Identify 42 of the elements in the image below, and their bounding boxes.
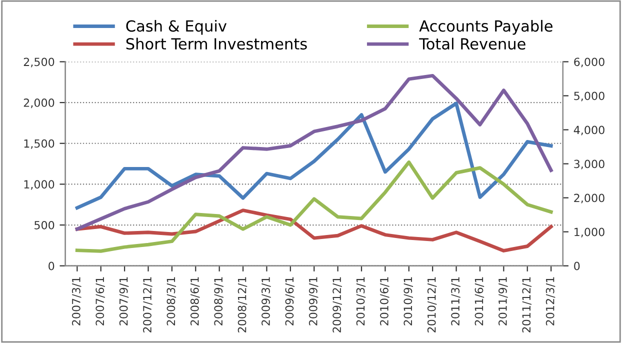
x-tick-label: 2010/6/1: [380, 277, 390, 326]
x-tick-label: 2008/3/1: [166, 277, 176, 326]
x-tick-label: 2010/12/1: [427, 277, 437, 332]
legend-label: Total Revenue: [419, 38, 526, 50]
x-tick-label: 2011/3/1: [451, 277, 460, 326]
x-tick-label: 2010/3/1: [356, 277, 366, 326]
x-tick-label: 2007/6/1: [96, 277, 105, 326]
y2-tick-label: 0: [574, 262, 580, 270]
legend-label: Short Term Investments: [126, 38, 307, 50]
x-tick-label: 2011/9/1: [498, 277, 508, 326]
y2-tick-label: 4,000: [574, 126, 604, 136]
x-tick-label: 2009/3/1: [262, 277, 271, 326]
x-tick-label: 2011/6/1: [474, 277, 484, 326]
x-tick-label: 2010/9/1: [404, 277, 413, 326]
x-tick-label: 2008/9/1: [214, 277, 224, 326]
x-tick-label: 2009/9/1: [308, 277, 318, 326]
y2-tick-label: 5,000: [574, 92, 604, 102]
y-tick-label: 500: [34, 220, 54, 230]
line-series: [75, 160, 553, 253]
y-tick-label: 1,000: [24, 180, 54, 190]
x-tick-label: 2011/12/1: [522, 277, 532, 332]
legend-label: Accounts Payable: [419, 20, 552, 35]
x-tick-label: 2009/6/1: [285, 277, 295, 326]
x-tick-label: 2012/3/1: [546, 277, 556, 326]
y-tick-label: 2,000: [24, 98, 54, 108]
x-tick-label: 2007/12/1: [143, 277, 152, 332]
y2-tick-label: 6,000: [574, 58, 604, 68]
x-tick-label: 2009/12/1: [332, 277, 342, 332]
y-tick-label: 2,500: [24, 58, 54, 68]
x-tick-label: 2008/12/1: [238, 277, 248, 332]
x-tick-label: 2007/3/1: [72, 277, 82, 326]
legend-label: Cash & Equiv: [126, 20, 227, 35]
x-tick-label: 2007/9/1: [119, 277, 129, 326]
x-tick-label: 2008/6/1: [190, 277, 200, 326]
y2-tick-label: 2,000: [574, 194, 604, 204]
line-series: [75, 102, 553, 210]
line-series: [75, 74, 553, 231]
y-tick-label: 0: [48, 262, 54, 270]
y2-tick-label: 3,000: [574, 160, 604, 170]
y-tick-label: 1,500: [24, 139, 54, 149]
y2-tick-label: 1,000: [574, 228, 604, 238]
line-series: [75, 208, 553, 252]
